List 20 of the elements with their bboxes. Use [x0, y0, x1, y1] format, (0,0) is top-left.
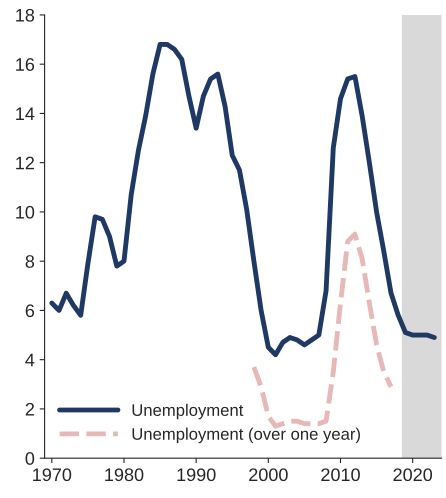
legend-label: Unemployment (over one year) [132, 428, 360, 444]
y-tick-label: 14 [16, 108, 34, 120]
x-tick-label: 1970 [33, 468, 72, 482]
y-tick-label: 8 [26, 255, 34, 268]
y-tick-label: 0 [26, 452, 34, 465]
y-tick-label: 10 [16, 206, 34, 219]
y-tick-label: 6 [26, 304, 34, 318]
x-tick-label: 1980 [105, 468, 144, 482]
x-tick-label: 2010 [321, 468, 360, 482]
y-tick-label: 12 [16, 156, 34, 170]
x-tick-label: 2000 [249, 468, 288, 482]
y-tick-label: 18 [16, 8, 34, 22]
x-tick-label: 1990 [177, 468, 216, 482]
line-series [251, 232, 394, 429]
y-tick-label: 2 [26, 402, 34, 416]
legend-label: Unemployment [132, 404, 244, 420]
y-tick-label: 16 [16, 58, 34, 71]
line-series [49, 42, 437, 358]
y-tick-label: 4 [25, 354, 34, 366]
x-tick-label: 2020 [394, 468, 432, 482]
